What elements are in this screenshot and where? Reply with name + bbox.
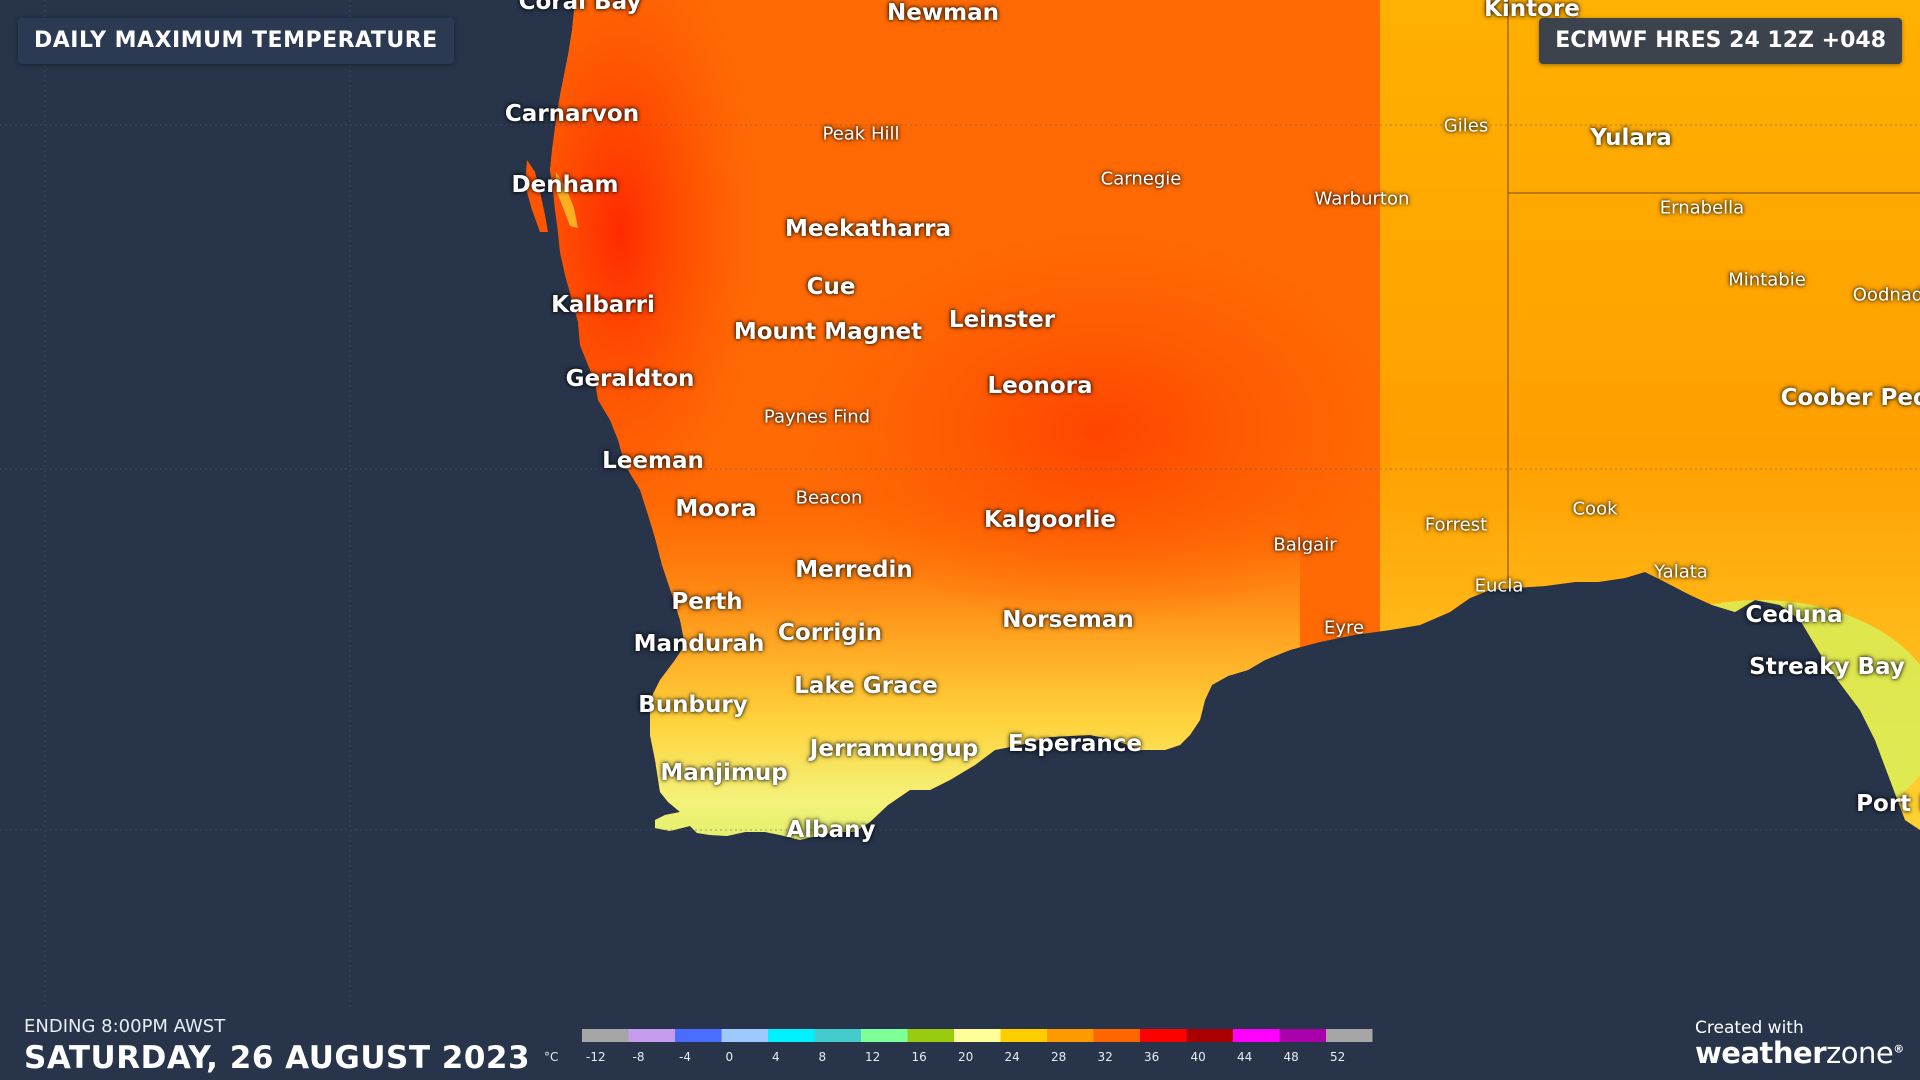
place-label: Eucla [1474, 575, 1524, 597]
ending-time-label: ENDING 8:00PM AWST [24, 1016, 226, 1037]
legend-swatch [1279, 1029, 1326, 1042]
place-label: Jerramungup [809, 736, 979, 762]
place-label: Kalbarri [551, 292, 655, 318]
weatherzone-logo: weatherzone® [1695, 1036, 1905, 1070]
legend-unit: °C [544, 1050, 558, 1064]
legend-tick-label: 0 [726, 1050, 734, 1064]
legend-tick-label: 48 [1284, 1050, 1299, 1064]
registered-mark: ® [1893, 1042, 1904, 1056]
legend-tick-label: -4 [679, 1050, 691, 1064]
place-label: Forrest [1424, 514, 1488, 536]
place-label: Meekatharra [785, 216, 951, 242]
brand-secondary: zone [1826, 1036, 1894, 1070]
place-label: Streaky Bay [1749, 654, 1905, 680]
place-label: Leeman [602, 448, 704, 474]
place-label: Denham [511, 172, 619, 198]
place-label: Bunbury [638, 692, 748, 718]
place-label: Coober Ped [1780, 385, 1920, 411]
place-label: Lake Grace [794, 673, 938, 699]
legend-swatch [675, 1029, 722, 1042]
place-label: Oodnad [1852, 284, 1920, 306]
place-label: Corrigin [778, 620, 882, 646]
place-label: Paynes Find [763, 406, 871, 428]
place-label: Balgair [1273, 534, 1337, 556]
legend-tick-label: 24 [1005, 1050, 1020, 1064]
legend-tick-label: 40 [1191, 1050, 1206, 1064]
place-label: Moora [675, 496, 757, 522]
legend-tick-label: 16 [912, 1050, 927, 1064]
place-label: Geraldton [565, 366, 695, 392]
map-title-badge: DAILY MAXIMUM TEMPERATURE [18, 18, 454, 64]
legend-swatch [1000, 1029, 1047, 1042]
forecast-date-label: SATURDAY, 26 AUGUST 2023 [24, 1040, 531, 1076]
temperature-legend: °C -12 -8 -4 0 4 8 12 16 20 24 28 32 36 40 44 48 52 [544, 1029, 1373, 1064]
place-label: Albany [786, 817, 876, 843]
legend-tick-label: 36 [1144, 1050, 1159, 1064]
legend-swatch [1233, 1029, 1280, 1042]
place-label: Yalata [1654, 561, 1708, 583]
credit-text: Created with [1695, 1018, 1804, 1038]
place-label: Peak Hill [822, 123, 900, 145]
place-label: Mintabie [1728, 269, 1806, 291]
place-label: Norseman [1002, 607, 1134, 633]
place-label: Newman [887, 0, 999, 26]
legend-swatch [582, 1029, 629, 1042]
footer-bar: ENDING 8:00PM AWST SATURDAY, 26 AUGUST 2… [0, 1010, 1920, 1080]
place-label: Perth [671, 589, 743, 615]
place-label: Ceduna [1745, 602, 1843, 628]
place-label: Coral Bay [518, 0, 642, 15]
legend-tick-label: -8 [633, 1050, 645, 1064]
legend-swatch [628, 1029, 675, 1042]
place-label: Giles [1443, 115, 1489, 137]
place-label: Beacon [795, 487, 863, 509]
brand-primary: weather [1695, 1036, 1827, 1070]
legend-swatch [1140, 1029, 1187, 1042]
legend-swatch [721, 1029, 768, 1042]
legend-swatch [1186, 1029, 1233, 1042]
place-label: Kalgoorlie [983, 507, 1117, 533]
legend-swatch [768, 1029, 815, 1042]
legend-tick-label: -12 [586, 1050, 606, 1064]
place-label: Warburton [1314, 188, 1410, 210]
legend-swatch [814, 1029, 861, 1042]
legend-swatch [1093, 1029, 1140, 1042]
legend-swatch [954, 1029, 1001, 1042]
legend-tick-label: 52 [1330, 1050, 1345, 1064]
place-label: Carnarvon [504, 101, 640, 127]
temperature-map[interactable] [0, 0, 1920, 1010]
legend-tick-label: 44 [1237, 1050, 1252, 1064]
place-label: Ernabella [1659, 197, 1745, 219]
place-label: Yulara [1590, 125, 1672, 151]
place-label: Eyre [1323, 617, 1365, 639]
model-run-badge: ECMWF HRES 24 12Z +048 [1539, 18, 1902, 64]
place-label: Carnegie [1100, 168, 1182, 190]
legend-tick-label: 12 [865, 1050, 880, 1064]
place-label: Mount Magnet [733, 319, 923, 345]
legend-tick-label: 28 [1051, 1050, 1066, 1064]
place-label: Cue [806, 274, 856, 300]
legend-tick-label: 4 [772, 1050, 780, 1064]
brand-credit: Created with weatherzone® [1695, 1018, 1905, 1078]
legend-tick-label: 32 [1098, 1050, 1113, 1064]
place-label: Merredin [795, 557, 913, 583]
legend-swatch [907, 1029, 954, 1042]
place-label: Mandurah [633, 631, 765, 657]
legend-tick-label: 8 [819, 1050, 827, 1064]
place-label: Leinster [948, 307, 1056, 333]
place-label: Esperance [1008, 731, 1142, 757]
legend-tick-label: 20 [958, 1050, 973, 1064]
place-label: Manjimup [660, 760, 788, 786]
legend-swatch [1326, 1029, 1373, 1042]
place-label: Leonora [987, 373, 1093, 399]
legend-swatch [861, 1029, 908, 1042]
legend-swatch [1047, 1029, 1094, 1042]
place-label: Cook [1572, 498, 1618, 520]
place-label: Kintore [1484, 0, 1580, 22]
place-label: Port L [1856, 791, 1920, 817]
